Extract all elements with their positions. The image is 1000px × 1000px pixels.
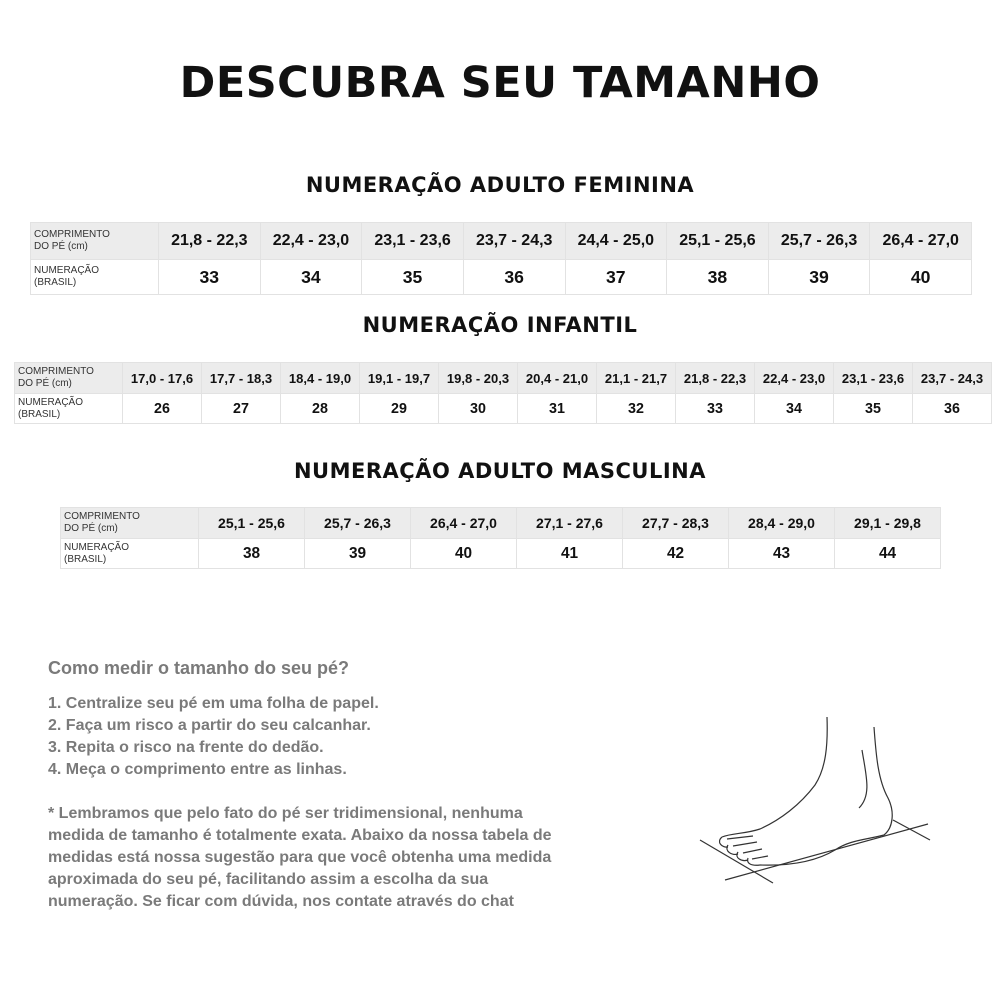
- size-cell: 43: [728, 538, 835, 569]
- length-cell: 23,7 - 24,3: [912, 362, 992, 394]
- size-cell: 34: [259, 259, 363, 295]
- size-row: NUMERAÇÃO (BRASIL) 38 39 40 41 42 43 44: [60, 538, 941, 569]
- size-cell: 26: [122, 393, 202, 424]
- length-cell: 23,1 - 23,6: [833, 362, 913, 394]
- size-cell: 39: [304, 538, 411, 569]
- size-cell: 37: [564, 259, 668, 295]
- note-line: aproximada do seu pé, facilitando assim …: [48, 871, 489, 888]
- masculina-table: COMPRIMENTO DO PÉ (cm) 25,1 - 25,6 25,7 - 2…: [60, 507, 941, 569]
- size-cell: 39: [767, 259, 871, 295]
- note-line: medidas está nossa sugestão para que voc…: [48, 849, 552, 866]
- size-cell: 33: [158, 259, 261, 295]
- length-cell: 20,4 - 21,0: [517, 362, 597, 394]
- note-line: medida de tamanho é totalmente exata. Ab…: [48, 827, 552, 844]
- note-line: * Lembramos que pelo fato do pé ser trid…: [48, 805, 523, 822]
- length-cell: 17,0 - 17,6: [122, 362, 202, 394]
- size-cell: 41: [516, 538, 623, 569]
- size-cell: 34: [754, 393, 834, 424]
- howto-steps: 1. Centralize seu pé em uma folha de pap…: [48, 693, 379, 781]
- howto-note: * Lembramos que pelo fato do pé ser trid…: [48, 803, 552, 913]
- length-row: COMPRIMENTO DO PÉ (cm) 17,0 - 17,6 17,7 - 1…: [14, 362, 992, 394]
- row-label-line: (BRASIL): [18, 408, 61, 420]
- row-label: NUMERAÇÃO (BRASIL): [30, 259, 159, 295]
- length-cell: 18,4 - 19,0: [280, 362, 360, 394]
- masculina-title: NUMERAÇÃO ADULTO MASCULINA: [293, 459, 706, 483]
- size-cell: 36: [912, 393, 992, 424]
- length-cell: 17,7 - 18,3: [201, 362, 281, 394]
- size-cell: 35: [361, 259, 464, 295]
- length-row: COMPRIMENTO DO PÉ (cm) 25,1 - 25,6 25,7 - 2…: [60, 507, 941, 539]
- length-row: COMPRIMENTO DO PÉ (cm) 21,8 - 22,3 22,4 - 2…: [30, 222, 972, 260]
- size-cell: 30: [438, 393, 518, 424]
- row-label-line: (BRASIL): [64, 553, 107, 565]
- length-cell: 23,1 - 23,6: [361, 222, 464, 260]
- size-cell: 40: [410, 538, 517, 569]
- length-cell: 25,7 - 26,3: [304, 507, 411, 539]
- row-label: COMPRIMENTO DO PÉ (cm): [30, 222, 159, 260]
- row-label-line: NUMERAÇÃO: [18, 396, 84, 408]
- row-label-line: DO PÉ (cm): [18, 378, 72, 389]
- size-cell: 31: [517, 393, 597, 424]
- step: 2. Faça um risco a partir do seu calcanh…: [48, 717, 371, 734]
- size-cell: 27: [201, 393, 281, 424]
- length-cell: 22,4 - 23,0: [259, 222, 363, 260]
- length-cell: 19,1 - 19,7: [359, 362, 439, 394]
- feminina-table: COMPRIMENTO DO PÉ (cm) 21,8 - 22,3 22,4 - 2…: [30, 222, 972, 295]
- size-row: NUMERAÇÃO (BRASIL) 26 27 28 29 30 31 32 33 34 35 36: [14, 393, 992, 424]
- length-cell: 28,4 - 29,0: [728, 507, 835, 539]
- length-cell: 25,7 - 26,3: [767, 222, 871, 260]
- howto-heading: Como medir o tamanho do seu pé?: [48, 658, 350, 678]
- row-label: NUMERAÇÃO (BRASIL): [14, 393, 123, 424]
- row-label-line: COMPRIMENTO: [64, 511, 140, 522]
- size-cell: 35: [833, 393, 913, 424]
- size-cell: 38: [198, 538, 305, 569]
- row-label: COMPRIMENTO DO PÉ (cm): [14, 362, 123, 394]
- size-cell: 40: [869, 259, 972, 295]
- length-cell: 25,1 - 25,6: [666, 222, 769, 260]
- row-label-line: NUMERAÇÃO: [34, 265, 100, 276]
- row-label-line: DO PÉ (cm): [64, 523, 118, 534]
- size-cell: 42: [622, 538, 729, 569]
- step: 4. Meça o comprimento entre as linhas.: [48, 761, 347, 778]
- size-cell: 28: [280, 393, 360, 424]
- row-label-line: DO PÉ (cm): [34, 241, 88, 252]
- row-label: COMPRIMENTO DO PÉ (cm): [60, 507, 199, 539]
- size-row: NUMERAÇÃO (BRASIL) 33 34 35 36 37 38 39 40: [30, 259, 972, 295]
- foot-icon: [699, 716, 931, 884]
- step: 1. Centralize seu pé em uma folha de pap…: [48, 695, 379, 712]
- step: 3. Repita o risco na frente do dedão.: [48, 739, 324, 756]
- row-label-line: (BRASIL): [34, 277, 77, 288]
- size-cell: 38: [666, 259, 769, 295]
- row-label-line: NUMERAÇÃO: [64, 541, 130, 553]
- infantil-title: NUMERAÇÃO INFANTIL: [362, 313, 638, 337]
- size-cell: 33: [675, 393, 755, 424]
- length-cell: 24,4 - 25,0: [564, 222, 668, 260]
- infantil-table: COMPRIMENTO DO PÉ (cm) 17,0 - 17,6 17,7 - 1…: [14, 362, 992, 424]
- row-label-line: COMPRIMENTO: [18, 366, 94, 377]
- row-label-line: COMPRIMENTO: [34, 229, 110, 240]
- row-label: NUMERAÇÃO (BRASIL): [60, 538, 199, 569]
- page-title: DESCUBRA SEU TAMANHO: [179, 58, 821, 108]
- length-cell: 21,1 - 21,7: [596, 362, 676, 394]
- length-cell: 27,7 - 28,3: [622, 507, 729, 539]
- size-cell: 44: [834, 538, 941, 569]
- size-cell: 29: [359, 393, 439, 424]
- note-line: numeração. Se ficar com dúvida, nos cont…: [48, 893, 514, 910]
- length-cell: 29,1 - 29,8: [834, 507, 941, 539]
- feminina-title: NUMERAÇÃO ADULTO FEMININA: [305, 173, 695, 197]
- length-cell: 25,1 - 25,6: [198, 507, 305, 539]
- size-cell: 32: [596, 393, 676, 424]
- length-cell: 26,4 - 27,0: [869, 222, 972, 260]
